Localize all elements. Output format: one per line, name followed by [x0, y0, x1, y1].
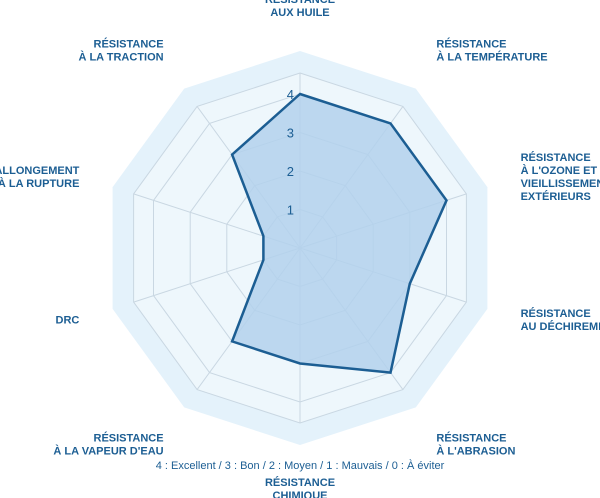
radar-axis-label-line: ALLONGEMENT [0, 165, 80, 177]
radar-series-area [230, 92, 448, 374]
radar-axis-label-line: VIEILLISSEMENTS [521, 178, 600, 190]
radar-axis-label-line: RÉSISTANCE [94, 432, 164, 445]
radar-tick-label: 4 [287, 87, 294, 102]
radar-axis-label-line: À L'ABRASION [436, 445, 515, 458]
radar-axis-label-line: DRC [56, 315, 80, 327]
radar-axis-label-line: EXTÉRIEURS [521, 190, 591, 203]
radar-axis-label: RÉSISTANCE AUX HUILE [265, 0, 335, 19]
radar-axis-label-line: AUX HUILE [270, 7, 329, 19]
radar-axis-label-line: RÉSISTANCE [521, 151, 591, 164]
radar-axis-label: RÉSISTANCE À L'ABRASION [436, 432, 515, 458]
chart-legend-note: 4 : Excellent / 3 : Bon / 2 : Moyen / 1 … [156, 459, 445, 472]
radar-axis-label: RÉSISTANCE À LA TEMPÉRATURE [436, 37, 547, 63]
radar-axis-label-line: À LA VAPEUR D'EAU [53, 445, 163, 458]
radar-axis-label-line: RÉSISTANCE [265, 476, 335, 489]
radar-axis-label: RÉSISTANCE À LA TRACTION [78, 37, 163, 63]
radar-tick-label: 1 [287, 203, 294, 218]
radar-axis-label: RÉSISTANCE CHIMIQUE [265, 476, 335, 498]
radar-axis-label-line: CHIMIQUE [273, 490, 328, 498]
radar-axis-label-line: À L'OZONE ET AUX [521, 164, 600, 177]
radar-axis-label-line: RÉSISTANCE [521, 307, 591, 320]
radar-axis-label-line: RÉSISTANCE [265, 0, 335, 6]
radar-axis-label: RÉSISTANCE À LA VAPEUR D'EAU [53, 432, 163, 458]
radar-axis-label-line: À LA RUPTURE [0, 177, 79, 190]
radar-axis-label-line: À LA TEMPÉRATURE [436, 50, 547, 63]
radar-axis-label-line: RÉSISTANCE [436, 432, 506, 445]
radar-series [230, 92, 448, 374]
radar-tick-label: 3 [287, 126, 294, 141]
radar-axis-label: ALLONGEMENT À LA RUPTURE [0, 165, 80, 190]
radar-ticks: 1 2 3 4 [287, 87, 294, 218]
radar-axis-label-line: AU DÉCHIREMENT [521, 320, 600, 333]
radar-axis-label: DRC [56, 315, 80, 327]
radar-axis-label-line: RÉSISTANCE [436, 37, 506, 50]
radar-tick-label: 2 [287, 164, 294, 179]
radar-axis-label-line: À LA TRACTION [78, 50, 163, 63]
radar-axis-label-line: RÉSISTANCE [94, 37, 164, 50]
